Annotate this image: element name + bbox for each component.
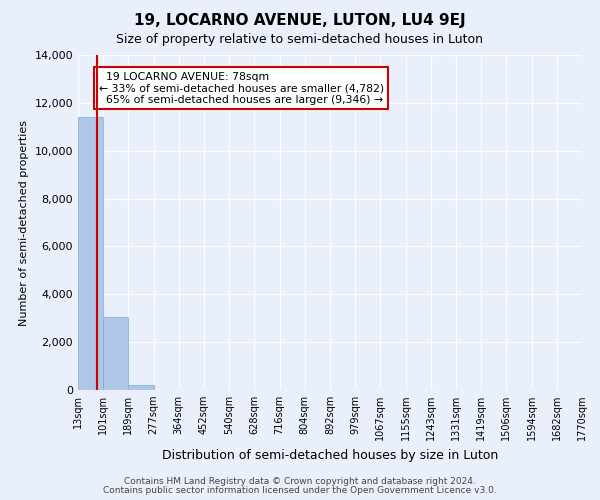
Bar — [103, 317, 128, 390]
X-axis label: Distribution of semi-detached houses by size in Luton: Distribution of semi-detached houses by … — [162, 448, 498, 462]
Bar — [128, 385, 154, 390]
Text: 19 LOCARNO AVENUE: 78sqm
← 33% of semi-detached houses are smaller (4,782)
  65%: 19 LOCARNO AVENUE: 78sqm ← 33% of semi-d… — [98, 72, 384, 105]
Text: Contains public sector information licensed under the Open Government Licence v3: Contains public sector information licen… — [103, 486, 497, 495]
Text: Size of property relative to semi-detached houses in Luton: Size of property relative to semi-detach… — [116, 32, 484, 46]
Y-axis label: Number of semi-detached properties: Number of semi-detached properties — [19, 120, 29, 326]
Text: 19, LOCARNO AVENUE, LUTON, LU4 9EJ: 19, LOCARNO AVENUE, LUTON, LU4 9EJ — [134, 12, 466, 28]
Bar — [78, 117, 103, 390]
Text: Contains HM Land Registry data © Crown copyright and database right 2024.: Contains HM Land Registry data © Crown c… — [124, 477, 476, 486]
